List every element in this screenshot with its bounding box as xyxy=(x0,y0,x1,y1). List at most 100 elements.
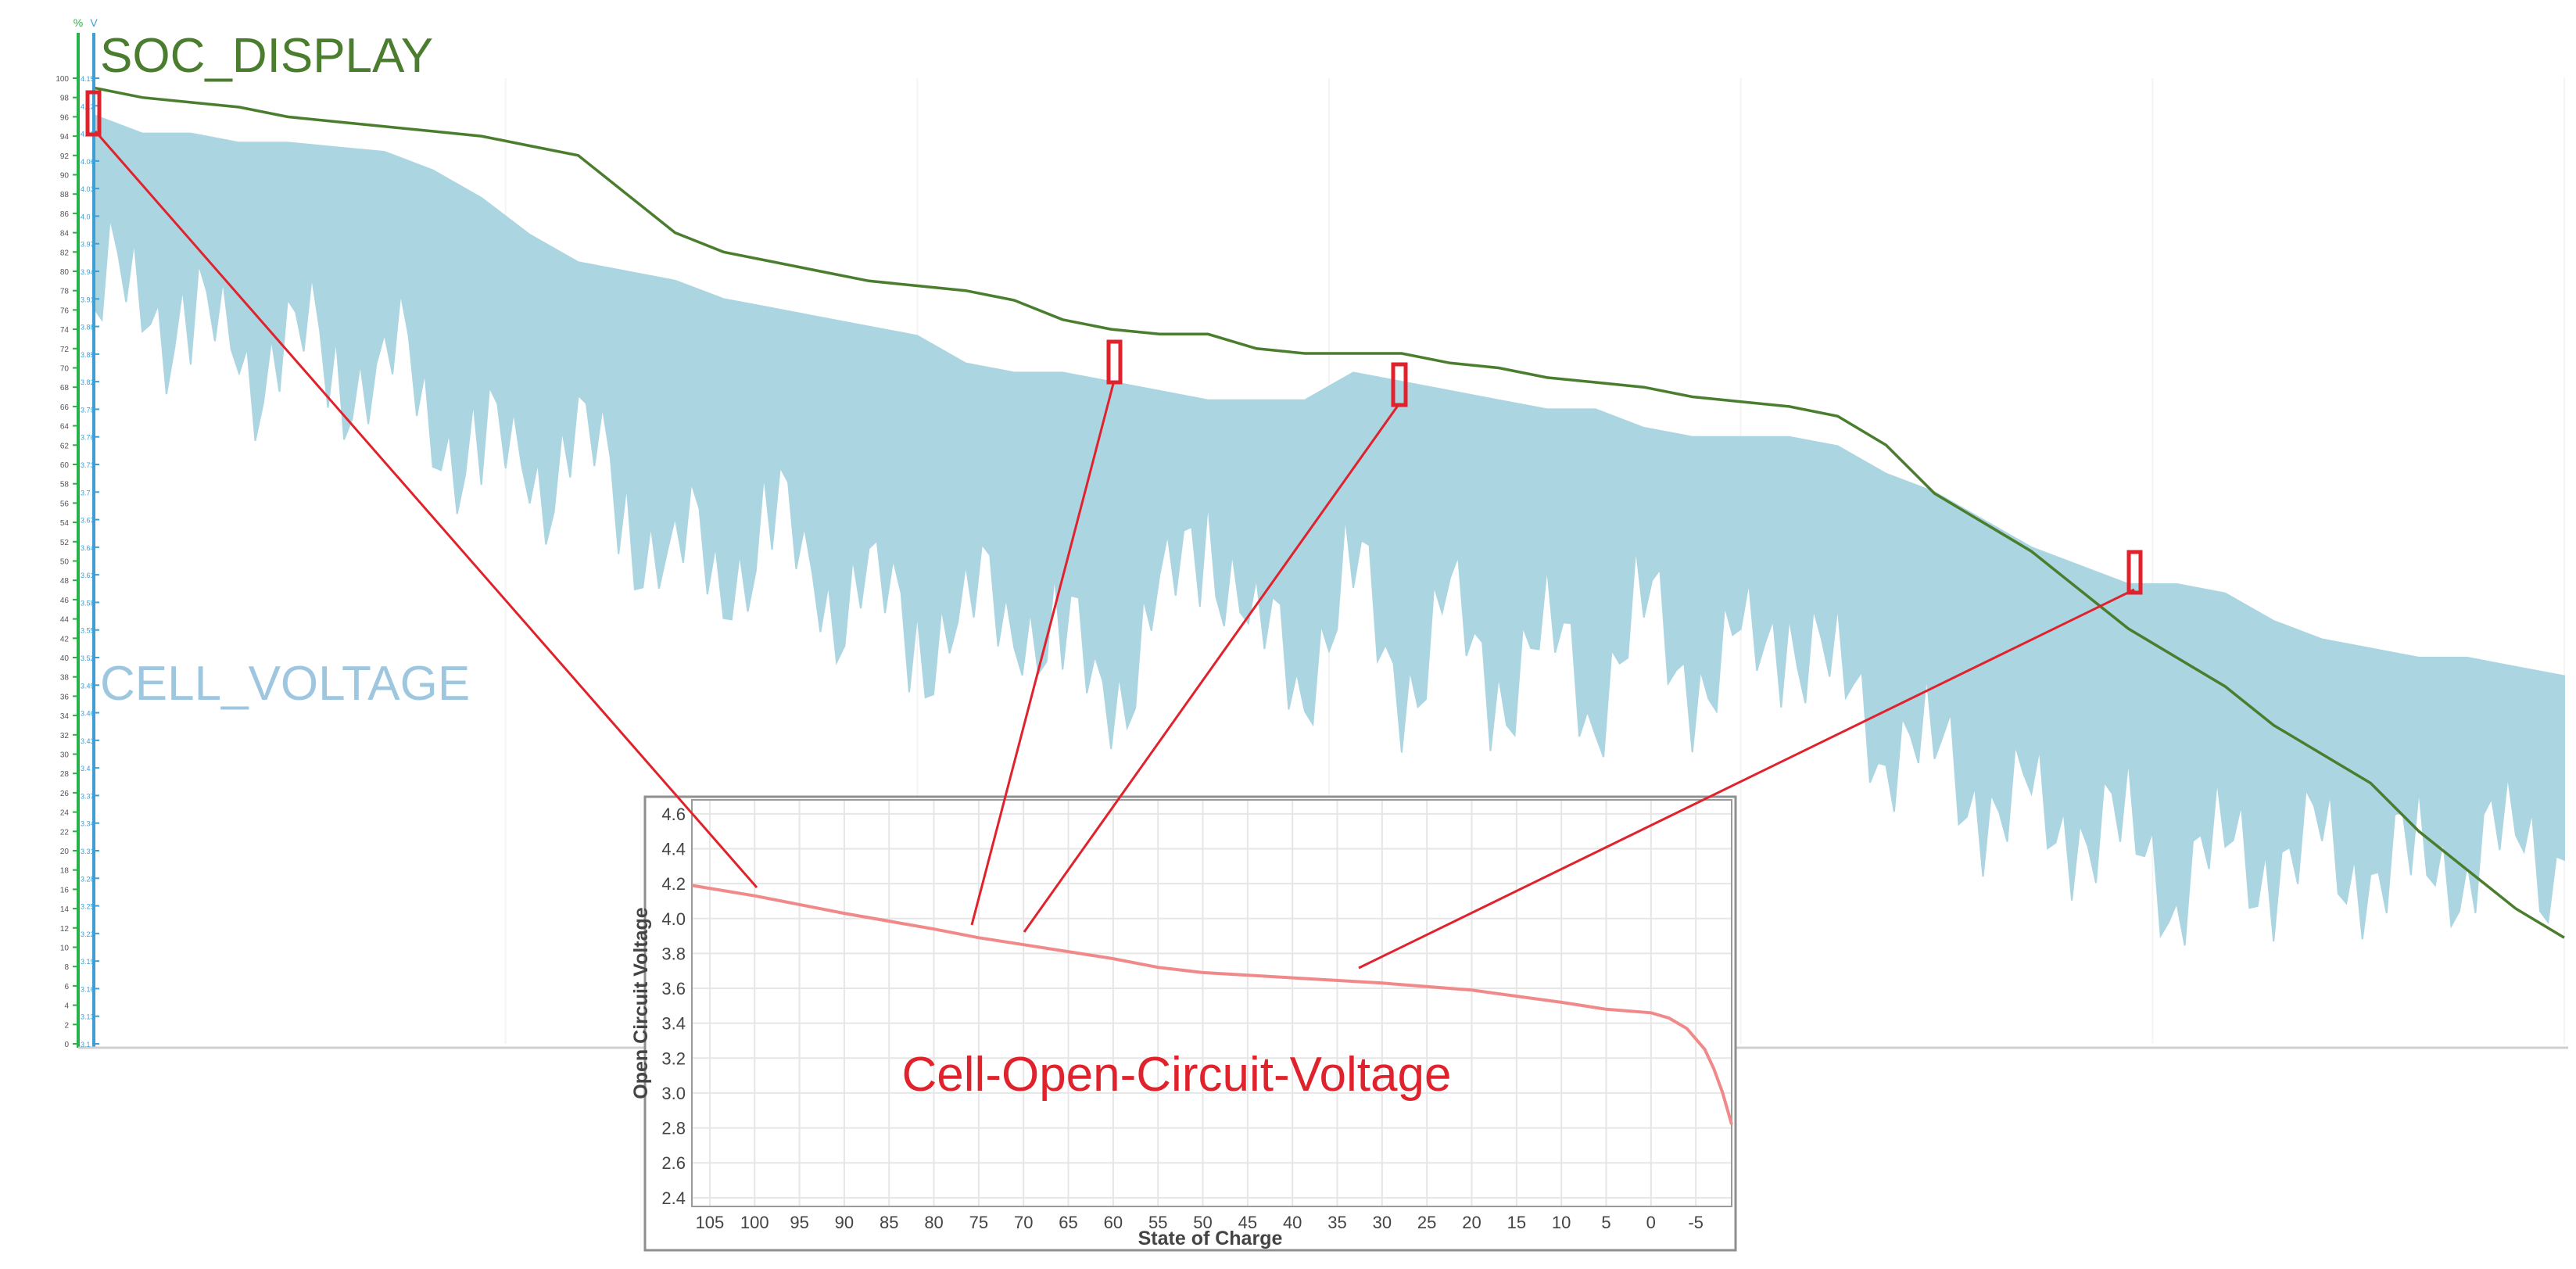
inset-x-tick-label: 0 xyxy=(1646,1213,1656,1232)
voltage-tick-label: 3.7 xyxy=(81,489,91,496)
inset-x-tick-label: 65 xyxy=(1059,1213,1077,1232)
voltage-tick-label: 3.52 xyxy=(81,654,95,662)
soc-tick-label: 6 xyxy=(64,983,69,991)
inset-y-tick-label: 2.6 xyxy=(661,1153,686,1173)
soc-tick-label: 20 xyxy=(60,848,70,856)
voltage-tick-label: 3.88 xyxy=(81,324,95,332)
cell-voltage-band-layer xyxy=(93,113,2565,946)
inset-x-tick-label: 105 xyxy=(696,1213,725,1232)
inset-x-tick-label: 10 xyxy=(1552,1213,1571,1232)
soc-tick-label: 100 xyxy=(56,75,69,84)
soc-tick-label: 26 xyxy=(60,790,70,798)
inset-x-tick-label: 20 xyxy=(1462,1213,1481,1232)
voltage-tick-label: 3.79 xyxy=(81,406,95,414)
inset-x-tick-label: 5 xyxy=(1601,1213,1610,1232)
soc-tick-label: 82 xyxy=(60,249,70,257)
soc-tick-label: 66 xyxy=(60,403,70,412)
soc-tick-label: 98 xyxy=(60,95,70,103)
soc-tick-label: 40 xyxy=(60,654,70,663)
soc-tick-label: 74 xyxy=(60,326,70,335)
inset-x-tick-label: 100 xyxy=(740,1213,769,1232)
cell-voltage-band xyxy=(93,113,2565,946)
soc-tick-label: 70 xyxy=(60,365,70,374)
soc-tick-label: 8 xyxy=(64,963,69,972)
soc-display-line-layer xyxy=(93,86,2565,939)
cell-voltage-label: CELL_VOLTAGE xyxy=(100,657,470,711)
connector-line-4 xyxy=(1358,588,2135,970)
soc-tick-label: 64 xyxy=(60,423,70,432)
voltage-tick-label: 3.28 xyxy=(81,875,95,883)
inset-y-tick-label: 2.4 xyxy=(661,1188,686,1208)
voltage-tick-label: 3.76 xyxy=(81,434,95,442)
voltage-tick-label: 3.19 xyxy=(81,958,95,966)
voltage-tick-label: 3.34 xyxy=(81,820,95,828)
soc-tick-label: 22 xyxy=(60,828,70,837)
voltage-tick-label: 3.37 xyxy=(81,792,95,800)
voltage-tick-label: 3.58 xyxy=(81,599,95,607)
soc-axis-ticks: 0246810121416182022242628303234363840424… xyxy=(56,75,78,1049)
voltage-tick-label: 3.43 xyxy=(81,737,95,745)
highlight-box-2 xyxy=(1106,339,1123,385)
soc-tick-label: 34 xyxy=(60,712,70,721)
voltage-tick-label: 3.97 xyxy=(81,241,95,249)
voltage-tick-label: 3.64 xyxy=(81,544,95,552)
soc-tick-label: 68 xyxy=(60,384,70,393)
inset-x-tick-label: 40 xyxy=(1283,1213,1302,1232)
inset-x-axis-label: State of Charge xyxy=(1138,1228,1283,1249)
inset-x-tick-label: 80 xyxy=(924,1213,943,1232)
voltage-tick-label: 4.06 xyxy=(81,158,95,166)
soc-tick-label: 88 xyxy=(60,191,70,199)
ocv-curve xyxy=(691,884,1733,1125)
soc-display-label: SOC_DISPLAY xyxy=(100,29,433,83)
connector-line-3 xyxy=(1023,403,1401,933)
connector-line-2 xyxy=(970,380,1116,926)
soc-tick-label: 52 xyxy=(60,539,70,547)
inset-x-tick-label: 15 xyxy=(1507,1213,1526,1232)
voltage-tick-label: 3.73 xyxy=(81,461,95,469)
soc-tick-label: 46 xyxy=(60,597,70,605)
soc-tick-label: 84 xyxy=(60,230,70,238)
soc-tick-label: 56 xyxy=(60,500,70,508)
soc-tick-label: 58 xyxy=(60,481,70,489)
inset-x-tick-label: 60 xyxy=(1104,1213,1123,1232)
inset-x-tick-label: 95 xyxy=(790,1213,808,1232)
soc-tick-label: 44 xyxy=(60,616,70,625)
connector-line-1 xyxy=(94,131,758,888)
soc-tick-label: 0 xyxy=(64,1041,69,1049)
voltage-tick-label: 3.22 xyxy=(81,930,95,938)
voltage-tick-label: 4.0 xyxy=(81,213,91,220)
soc-tick-label: 38 xyxy=(60,674,70,683)
soc-tick-label: 96 xyxy=(60,113,70,122)
voltage-tick-label: 3.55 xyxy=(81,627,95,635)
inset-y-tick-label: 4.4 xyxy=(661,839,686,859)
soc-tick-label: 28 xyxy=(60,770,70,779)
highlight-box-1 xyxy=(85,90,102,137)
inset-y-tick-label: 4.6 xyxy=(661,805,686,824)
soc-tick-label: 92 xyxy=(60,152,70,161)
inset-x-tick-label: 35 xyxy=(1327,1213,1346,1232)
soc-tick-label: 36 xyxy=(60,693,70,701)
soc-tick-label: 18 xyxy=(60,867,70,876)
soc-tick-label: 32 xyxy=(60,732,70,740)
inset-x-tick-label: 70 xyxy=(1014,1213,1033,1232)
inset-y-tick-label: 3.2 xyxy=(661,1049,686,1068)
voltage-tick-label: 3.31 xyxy=(81,848,95,855)
soc-axis-unit: % xyxy=(73,16,83,29)
soc-tick-label: 94 xyxy=(60,133,70,142)
voltage-tick-label: 3.67 xyxy=(81,517,95,525)
voltage-tick-label: 3.46 xyxy=(81,710,95,718)
soc-tick-label: 60 xyxy=(60,461,70,470)
inset-grid xyxy=(692,800,1732,1206)
inset-x-tick-label: 30 xyxy=(1373,1213,1392,1232)
voltage-tick-label: 3.49 xyxy=(81,682,95,690)
soc-tick-label: 80 xyxy=(60,268,70,277)
inset-y-tick-label: 2.8 xyxy=(661,1119,686,1138)
inset-x-tick-label: 55 xyxy=(1148,1213,1167,1232)
soc-tick-label: 50 xyxy=(60,558,70,567)
soc-tick-label: 48 xyxy=(60,577,70,586)
voltage-tick-label: 3.61 xyxy=(81,572,95,579)
inset-y-tick-label: 3.8 xyxy=(661,944,686,963)
voltage-tick-label: 3.91 xyxy=(81,296,95,303)
soc-tick-label: 12 xyxy=(60,925,70,934)
